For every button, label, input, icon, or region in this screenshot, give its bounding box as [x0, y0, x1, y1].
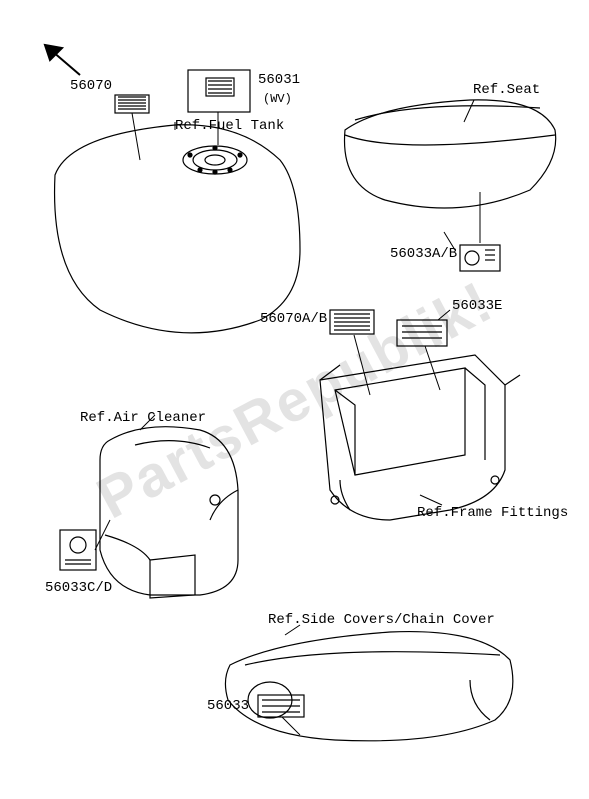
label-box-56070ab [330, 310, 374, 334]
label-56031-sub: (WV) [263, 92, 292, 106]
label-56070: 56070 [70, 78, 112, 94]
air-cleaner-shape [100, 427, 238, 598]
label-ref-air-cleaner: Ref.Air Cleaner [80, 410, 206, 426]
diagram-svg [0, 0, 589, 799]
label-56033: 56033 [207, 698, 249, 714]
label-box-56033ab [460, 245, 500, 271]
label-box-56070 [115, 95, 149, 113]
label-ref-frame-fittings: Ref.Frame Fittings [417, 505, 568, 521]
label-box-56033 [258, 695, 304, 717]
label-box-56033e [397, 320, 447, 346]
label-box-56033cd [60, 530, 96, 570]
label-56033cd: 56033C/D [45, 580, 112, 596]
label-ref-side-covers: Ref.Side Covers/Chain Cover [268, 612, 495, 628]
chain-cover-shape [225, 632, 512, 741]
seat-shape [345, 100, 556, 208]
label-56070ab: 56070A/B [260, 311, 327, 327]
label-box-56031 [188, 70, 250, 112]
label-56031: 56031 [258, 72, 300, 88]
label-56033e: 56033E [452, 298, 502, 314]
label-ref-seat: Ref.Seat [473, 82, 540, 98]
arrow-icon [45, 45, 80, 75]
fuel-tank-shape [55, 125, 300, 333]
label-56033ab: 56033A/B [390, 246, 457, 262]
label-ref-fuel-tank: Ref.Fuel Tank [175, 118, 284, 134]
